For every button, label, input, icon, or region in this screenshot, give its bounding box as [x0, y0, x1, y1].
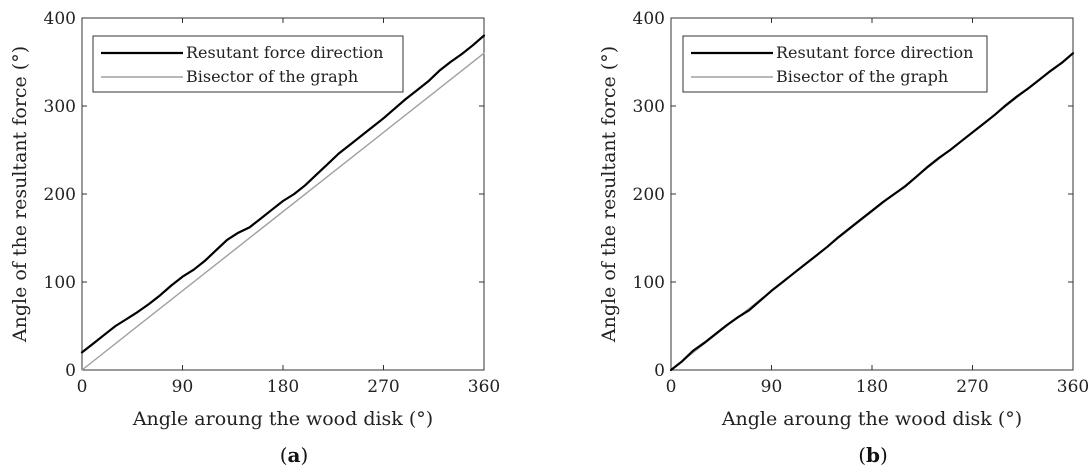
x-tick-label: 360: [1057, 377, 1089, 397]
y-tick-label: 300: [633, 97, 665, 117]
panel-label-letter: b: [866, 443, 880, 467]
legend-entry: Resutant force direction: [186, 43, 383, 62]
x-tick-label: 0: [666, 377, 677, 397]
y-tick-label: 100: [44, 273, 76, 293]
legend: Resutant force direction Bisector of the …: [92, 35, 404, 93]
panel-label-open: (: [280, 443, 288, 467]
y-tick-label: 200: [633, 185, 665, 205]
legend-entry: Bisector of the graph: [776, 67, 948, 86]
y-tick-label: 400: [44, 9, 76, 29]
y-tick-label: 0: [654, 361, 665, 381]
panel-label-close: ): [880, 443, 888, 467]
y-axis-label: Angle of the resultant force (°): [598, 46, 620, 343]
x-tick-label: 270: [956, 377, 988, 397]
x-tick-label: 0: [77, 377, 88, 397]
legend-entry: Bisector of the graph: [186, 67, 358, 86]
y-axis-label: Angle of the resultant force (°): [9, 46, 31, 343]
panel-label-close: ): [300, 443, 308, 467]
panel-label-letter: a: [288, 443, 301, 467]
series-line-bisector: [81, 52, 485, 371]
y-tick-label: 300: [44, 97, 76, 117]
x-tick-label: 90: [172, 377, 194, 397]
x-axis-label: Angle aroung the wood disk (°): [132, 408, 433, 430]
series-line-resultant: [669, 52, 1075, 372]
x-tick-label: 180: [856, 377, 888, 397]
legend-box: [92, 35, 404, 93]
x-tick-label: 90: [761, 377, 783, 397]
panel-label: (a): [280, 443, 309, 467]
y-tick-label: 0: [65, 361, 76, 381]
y-tick-label: 100: [633, 273, 665, 293]
panel-label: (b): [858, 443, 888, 467]
series-line-resultant: [80, 34, 486, 354]
y-tick-label: 200: [44, 185, 76, 205]
x-tick-label: 270: [367, 377, 399, 397]
legend-entry: Resutant force direction: [776, 43, 973, 62]
x-axis-label: Angle aroung the wood disk (°): [721, 408, 1022, 430]
chart-panel-a: 0 90 180 270 360 0 100 200 300 400 Angle aroung th…: [9, 9, 500, 467]
y-tick-label: 400: [633, 9, 665, 29]
panel-label-open: (: [858, 443, 866, 467]
legend: Resutant force direction Bisector of the …: [682, 35, 988, 93]
legend-box: [682, 35, 988, 93]
chart-panel-b: 0 90 180 270 360 0 100 200 300 400 Angle aroung th…: [598, 9, 1089, 467]
x-tick-label: 180: [267, 377, 299, 397]
x-tick-label: 360: [468, 377, 500, 397]
